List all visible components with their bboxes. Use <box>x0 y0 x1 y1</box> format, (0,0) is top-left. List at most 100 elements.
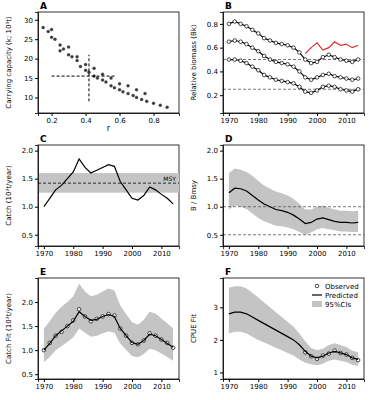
tick-label: 2010 <box>338 383 356 391</box>
tick-label: 0.4 <box>207 68 219 76</box>
tick: 15 <box>24 75 38 83</box>
tick-mark <box>220 179 223 180</box>
tick-mark <box>35 235 38 236</box>
tick: 1980 <box>65 246 83 258</box>
plot-frame <box>38 12 179 113</box>
plot-area <box>229 286 360 366</box>
tick: 1.0 <box>22 347 38 355</box>
point <box>67 45 70 48</box>
tick-mark <box>220 340 223 341</box>
tick: 1980 <box>65 379 83 391</box>
point <box>286 43 290 47</box>
tick-label: 2000 <box>309 383 327 391</box>
tick-mark <box>103 246 104 249</box>
tick-mark <box>317 246 318 249</box>
plot-frame <box>223 12 364 113</box>
x-axis: 19701980199020002010 <box>220 113 364 125</box>
point <box>309 91 313 95</box>
tick: 1980 <box>250 113 268 125</box>
point <box>96 77 99 80</box>
point <box>350 90 354 94</box>
ci-band <box>229 286 358 366</box>
point <box>76 55 79 58</box>
y-axis: 0.20.40.60.8 <box>207 13 224 114</box>
tick-label: 10 <box>24 94 33 102</box>
panel-label: D <box>225 134 232 144</box>
x-axis: 19701980199020002010 <box>220 379 364 391</box>
axis-line <box>220 146 224 247</box>
point <box>303 58 307 62</box>
tick-label: 1.0 <box>207 203 218 211</box>
series-line <box>305 42 358 54</box>
tick-mark <box>35 78 38 79</box>
tick-label: 0.2 <box>47 117 58 125</box>
point <box>339 76 343 80</box>
y-axis-title: CPUE Fit <box>190 314 198 343</box>
plot-area <box>223 169 364 235</box>
tick: 2010 <box>153 379 171 391</box>
axis-line <box>224 114 365 117</box>
tick: 1980 <box>250 379 268 391</box>
tick-label: 2 <box>214 337 218 345</box>
tick-mark <box>73 379 74 382</box>
tick-mark <box>35 326 38 327</box>
tick-label: 2010 <box>338 250 356 258</box>
point <box>76 59 79 62</box>
point <box>345 77 349 81</box>
tick: 0.2 <box>207 92 223 100</box>
legend-label: Observed <box>325 283 359 291</box>
y-axis-title: Catch Fit (10³t/year) <box>5 293 13 364</box>
tick-label: 1980 <box>250 383 268 391</box>
point <box>132 94 135 97</box>
tick-label: 20 <box>24 55 33 63</box>
point <box>256 68 260 72</box>
point <box>292 81 296 85</box>
point <box>286 80 290 84</box>
point <box>327 84 331 88</box>
panel-label: A <box>40 1 47 11</box>
series-line <box>229 188 358 223</box>
point <box>118 88 121 91</box>
tick-mark <box>258 113 259 116</box>
axis-line <box>224 247 365 250</box>
point <box>251 65 255 69</box>
point <box>333 85 337 89</box>
point <box>67 53 70 56</box>
tick-label: 2010 <box>153 250 171 258</box>
point <box>298 85 302 89</box>
point <box>268 76 272 80</box>
point <box>356 58 360 62</box>
point <box>121 90 124 93</box>
tick-mark <box>220 71 223 72</box>
tick-mark <box>258 246 259 249</box>
series-line <box>229 60 358 93</box>
point <box>113 86 116 89</box>
tick: 1.5 <box>22 323 38 331</box>
point <box>327 53 331 57</box>
tick: 0.4 <box>80 113 92 125</box>
figure: 0.20.40.60.81015202530rCarrying capacity… <box>0 0 370 400</box>
tick-label: 1990 <box>94 383 112 391</box>
tick-mark <box>73 246 74 249</box>
tick-label: 2.0 <box>22 147 33 155</box>
point <box>70 55 73 58</box>
point <box>256 49 260 53</box>
tick-label: 15 <box>24 75 33 83</box>
point <box>233 20 237 24</box>
tick-mark <box>35 302 38 303</box>
reference-line <box>223 206 364 207</box>
legend-label: Predicted <box>325 292 358 300</box>
msy-line <box>38 183 179 184</box>
tick: 2010 <box>153 246 171 258</box>
tick-mark <box>220 372 223 373</box>
tick: 2000 <box>124 246 142 258</box>
tick: 2010 <box>338 113 356 125</box>
plot-frame <box>38 278 179 379</box>
tick-label: 0.6 <box>207 44 219 52</box>
tick: 1970 <box>220 113 238 125</box>
point <box>280 42 284 46</box>
point <box>233 58 237 62</box>
point <box>298 70 302 74</box>
tick-mark <box>35 59 38 60</box>
point <box>145 100 148 103</box>
